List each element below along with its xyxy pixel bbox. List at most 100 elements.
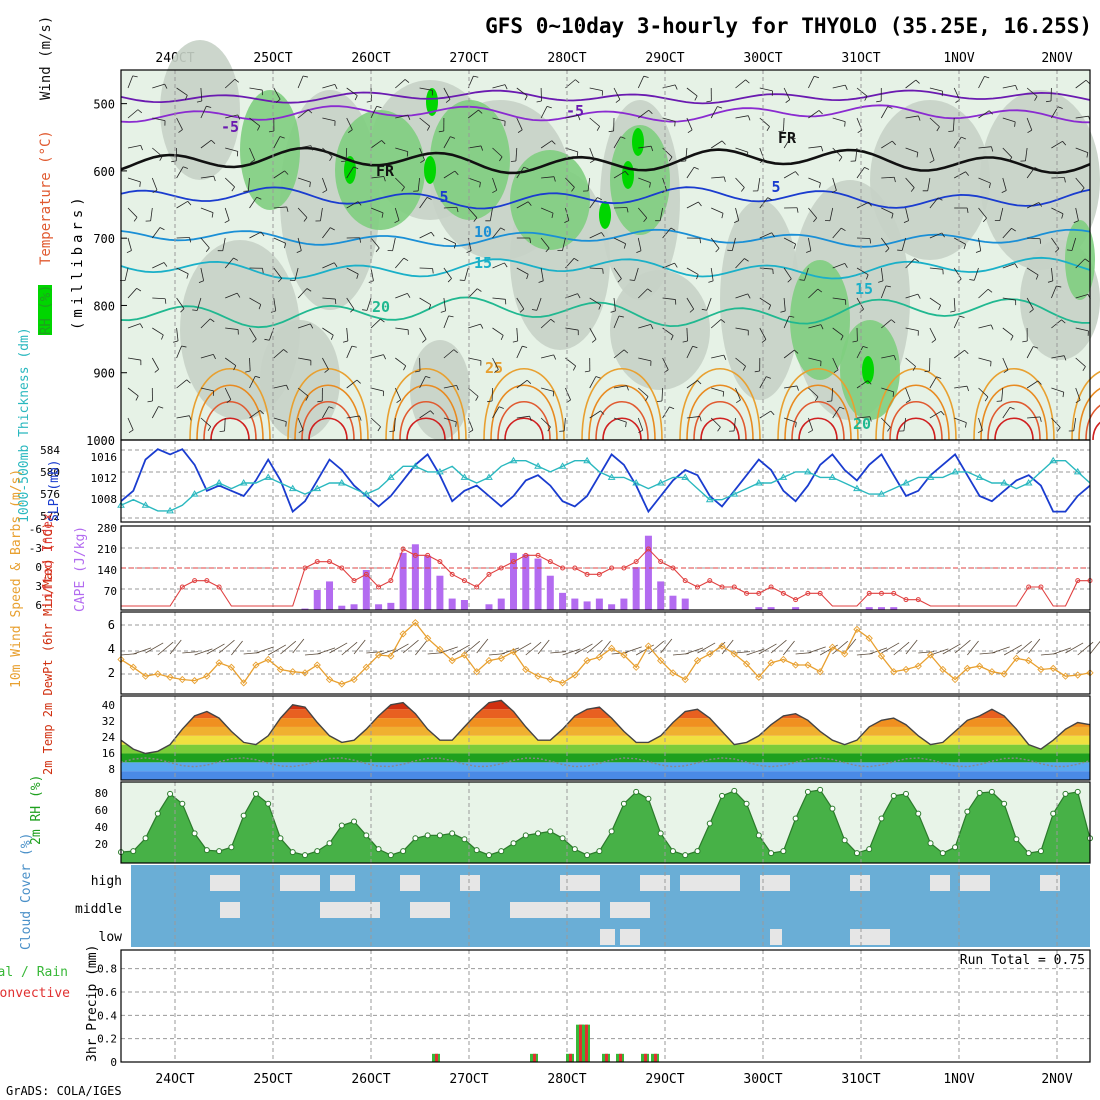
wind-barb-flag bbox=[184, 95, 188, 101]
wind-barb bbox=[1073, 417, 1077, 431]
surface-wind-barb bbox=[881, 642, 900, 654]
wind-barb bbox=[783, 136, 792, 149]
isotherm-dome bbox=[595, 401, 649, 441]
wind-barb bbox=[273, 297, 277, 311]
wind-barb bbox=[249, 147, 256, 161]
wind-barb bbox=[516, 379, 528, 389]
wind-barb bbox=[855, 147, 858, 161]
wind-barb-flag bbox=[1073, 220, 1079, 223]
wind-barb bbox=[297, 75, 304, 89]
wind-barb bbox=[880, 267, 884, 281]
wind-barb-flag bbox=[787, 278, 792, 283]
wind-barb bbox=[832, 117, 846, 122]
isotherm-dome bbox=[889, 401, 943, 441]
wind-barb bbox=[152, 147, 163, 157]
rh2m-point bbox=[596, 848, 603, 855]
wind-barb bbox=[662, 117, 676, 122]
wind-barb-flag bbox=[742, 365, 746, 371]
wind-barb-flag bbox=[473, 75, 479, 78]
wind-barb bbox=[127, 207, 138, 218]
wind-barb bbox=[224, 177, 235, 188]
rh2m-point bbox=[1037, 848, 1044, 855]
wind-barb-flag bbox=[277, 278, 282, 283]
wind-barb-flag bbox=[917, 293, 921, 299]
li-point bbox=[670, 565, 676, 571]
wind-barb bbox=[394, 257, 405, 269]
cape-tick: 70 bbox=[104, 585, 117, 598]
wind-barb-flag bbox=[670, 227, 676, 231]
isotherm-dome bbox=[686, 384, 754, 441]
wind-barb-flag bbox=[831, 190, 837, 194]
surface-wind-barb bbox=[525, 641, 542, 656]
wind-barb-flag bbox=[401, 186, 405, 192]
wind-barb bbox=[249, 117, 261, 127]
wind-barb-flag bbox=[721, 213, 724, 219]
isotherm-dome bbox=[483, 368, 565, 441]
cape-bar bbox=[792, 607, 800, 610]
wind-barb-flag bbox=[473, 217, 478, 222]
li-point bbox=[915, 597, 921, 603]
wind-barb bbox=[395, 147, 408, 152]
wind-barb bbox=[638, 109, 649, 119]
precip-conv-bar bbox=[605, 1053, 608, 1062]
thickness-point bbox=[313, 484, 322, 492]
rh2m-point bbox=[535, 830, 542, 837]
wind-barb-flag bbox=[286, 206, 289, 212]
wind-barb bbox=[563, 417, 566, 431]
wind-barb-flag bbox=[572, 365, 577, 371]
pressure-tick: 600 bbox=[93, 165, 115, 179]
wind-barb-flag bbox=[615, 99, 621, 103]
wind-barb-flag bbox=[359, 415, 362, 421]
wind-speed-point bbox=[816, 668, 824, 676]
wind-barb bbox=[394, 207, 400, 221]
wind-barb-flag bbox=[891, 213, 894, 219]
cloud-block bbox=[320, 902, 380, 918]
wind-barb bbox=[1001, 387, 1004, 401]
wind-barb bbox=[1051, 417, 1061, 428]
wind-barb-flag bbox=[698, 201, 702, 207]
wind-barb bbox=[127, 387, 139, 397]
wind-barb-flag bbox=[1010, 335, 1014, 341]
isotherm-dome bbox=[693, 401, 747, 441]
wind-barb-flag bbox=[430, 410, 435, 415]
cape-bar bbox=[583, 601, 591, 610]
wind-speed-point bbox=[804, 661, 812, 669]
slp-ylabel: 1000-500mb Thickness (dm) bbox=[17, 327, 32, 523]
wind-speed-point bbox=[203, 672, 211, 680]
wind-barb-flag bbox=[276, 99, 281, 103]
wind-barb bbox=[464, 267, 469, 281]
wind-barb bbox=[492, 227, 501, 239]
surface-wind-barb bbox=[783, 640, 795, 656]
wind-barb bbox=[686, 416, 700, 419]
wind-barb-flag bbox=[844, 121, 846, 127]
wind-barb bbox=[224, 417, 226, 432]
cloud-block bbox=[930, 875, 950, 891]
wind-speed-point bbox=[1012, 654, 1021, 662]
rh2m-point bbox=[252, 790, 259, 797]
wind-speed-point bbox=[424, 634, 432, 642]
wind-barb bbox=[929, 197, 939, 209]
isotherm-dome bbox=[896, 417, 936, 441]
wind-barb bbox=[759, 297, 771, 306]
wind-barb bbox=[686, 346, 693, 359]
rh-area bbox=[260, 320, 340, 440]
cape-axis-label: CAPE (J/kg) bbox=[73, 526, 88, 612]
wind-barb bbox=[905, 115, 919, 119]
wind-barb-flag bbox=[375, 247, 380, 253]
wind-barb-flag bbox=[233, 365, 237, 371]
surface-wind-barb bbox=[746, 648, 765, 656]
wind-barb-flag bbox=[766, 376, 772, 379]
rh2m-point bbox=[130, 848, 137, 855]
wind-barb bbox=[759, 197, 768, 209]
wind-barb bbox=[735, 115, 749, 119]
wind-barb-flag bbox=[376, 105, 382, 109]
wind-barb bbox=[489, 207, 493, 221]
wind-barb-flag bbox=[553, 176, 556, 182]
wind-barb bbox=[1075, 79, 1087, 89]
day-label-top: 28OCT bbox=[547, 51, 586, 66]
wind-barb bbox=[613, 267, 622, 279]
precip-conv-bar bbox=[435, 1053, 438, 1062]
precip-axis-label: 3hr Precip (mm) bbox=[85, 945, 100, 1062]
wind-barb-flag bbox=[140, 145, 143, 151]
wind-barb bbox=[856, 201, 869, 209]
